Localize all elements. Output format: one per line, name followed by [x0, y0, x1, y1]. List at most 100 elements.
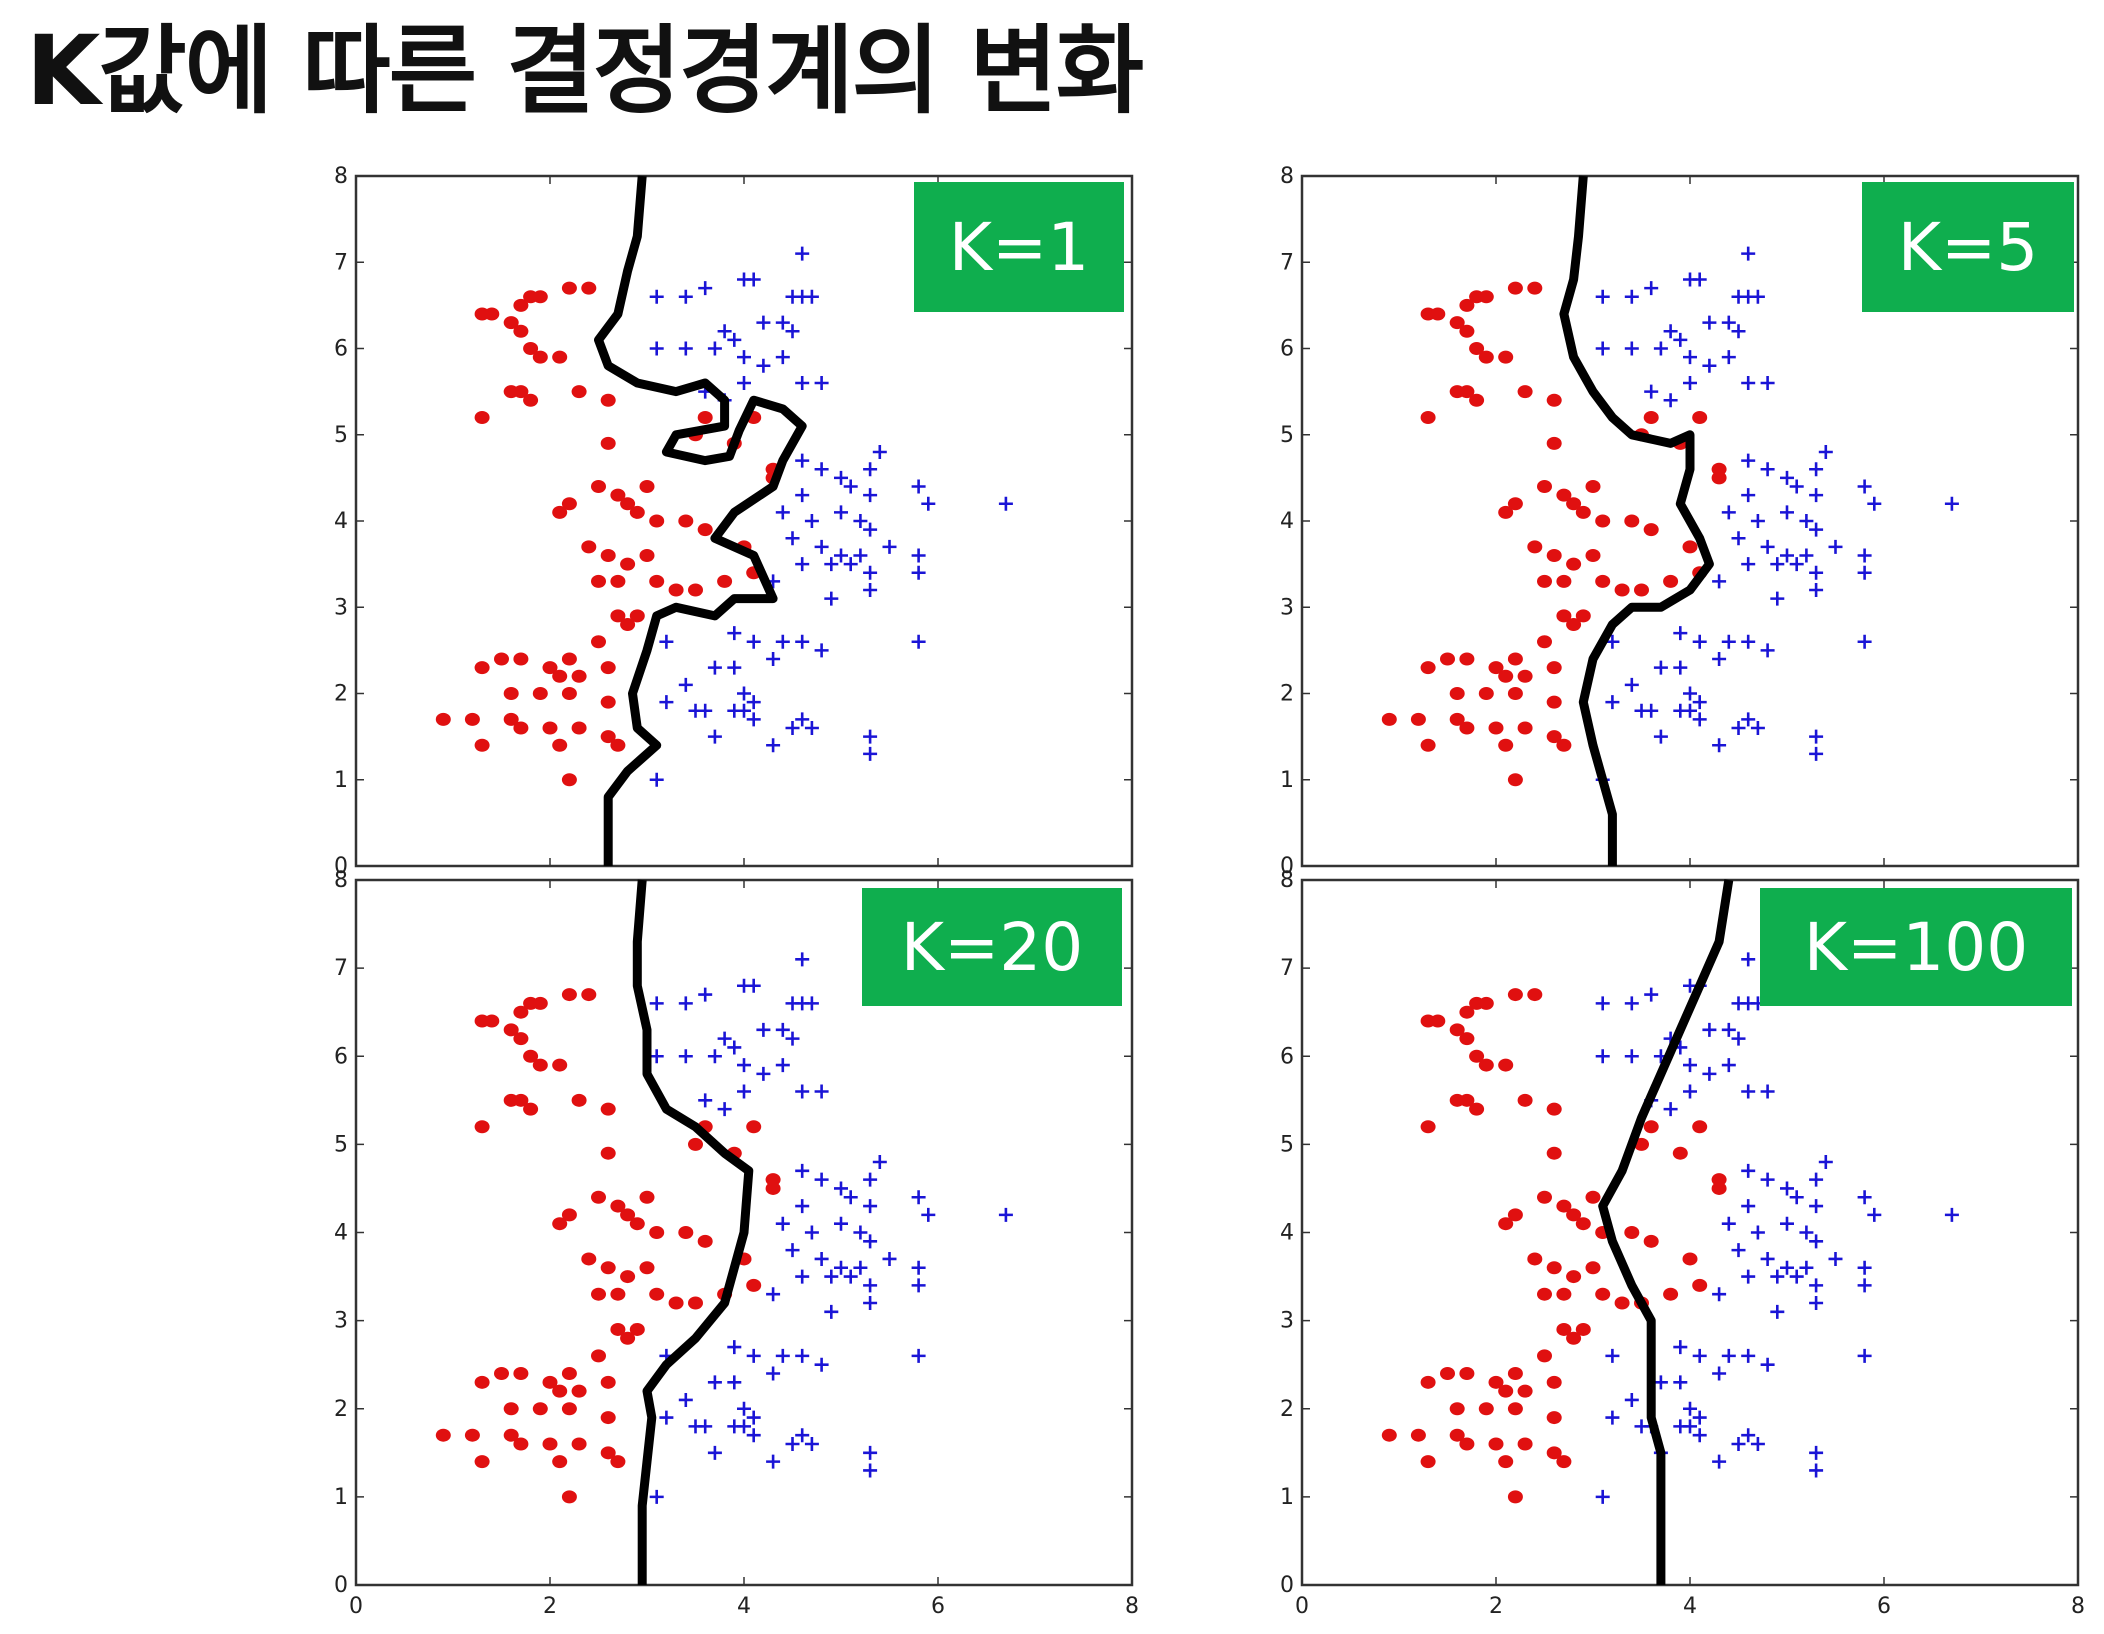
- data-point-plus: [1857, 479, 1872, 494]
- data-point-dot: [649, 514, 665, 528]
- data-point-plus: [775, 505, 790, 520]
- data-point-plus: [1789, 557, 1804, 572]
- data-point-plus: [1828, 539, 1843, 554]
- data-point-dot: [610, 488, 626, 502]
- data-point-dot: [1575, 1322, 1591, 1336]
- data-point-dot: [1459, 652, 1475, 666]
- data-point-plus: [853, 548, 868, 563]
- y-tick-label: 1: [334, 768, 348, 793]
- data-point-dot: [620, 618, 636, 631]
- data-point-dot: [1546, 695, 1562, 709]
- data-point-dot: [1469, 342, 1485, 355]
- data-point-plus: [1750, 721, 1765, 735]
- data-point-dot: [1478, 1402, 1494, 1416]
- x-tick-label: 2: [1489, 1594, 1503, 1619]
- data-point-plus: [727, 1040, 742, 1055]
- data-point-plus: [1605, 1410, 1620, 1425]
- data-point-dot: [1507, 652, 1523, 666]
- data-point-dot: [1498, 505, 1514, 519]
- data-point-plus: [863, 583, 878, 597]
- data-point-dot: [1517, 385, 1533, 399]
- data-point-plus: [775, 1058, 790, 1073]
- data-point-plus: [717, 324, 732, 339]
- data-point-plus: [727, 626, 742, 641]
- data-point-dot: [561, 1367, 577, 1380]
- data-point-plus: [746, 272, 761, 287]
- y-tick-label: 2: [334, 1397, 348, 1422]
- data-point-plus: [1809, 729, 1824, 744]
- data-point-dot: [1449, 1023, 1465, 1037]
- data-point-plus: [1653, 660, 1668, 675]
- data-point-plus: [824, 591, 839, 606]
- y-tick-label: 3: [334, 1309, 348, 1334]
- data-point-dot: [561, 1208, 577, 1222]
- data-point-dot: [1498, 1384, 1514, 1398]
- data-point-dot: [1440, 1367, 1455, 1380]
- data-point-dot: [1440, 652, 1455, 666]
- data-point-dot: [571, 669, 587, 683]
- data-point-dot: [1614, 1296, 1630, 1310]
- data-point-dot: [513, 324, 529, 338]
- data-point-plus: [1624, 996, 1639, 1011]
- data-point-dot: [1672, 1146, 1688, 1160]
- data-point-dot: [1614, 583, 1630, 597]
- data-point-plus: [756, 1066, 771, 1081]
- data-point-plus: [1663, 1102, 1678, 1117]
- data-point-plus: [775, 1216, 790, 1231]
- data-point-plus: [1673, 1375, 1688, 1390]
- data-point-plus: [911, 1278, 926, 1293]
- data-point-dot: [1449, 1402, 1465, 1416]
- y-tick-label: 8: [334, 868, 348, 893]
- data-point-plus: [1683, 350, 1697, 365]
- data-point-plus: [727, 1340, 742, 1355]
- data-point-plus: [911, 548, 926, 563]
- data-point-dot: [591, 574, 606, 588]
- data-point-plus: [1595, 289, 1610, 304]
- data-point-dot: [1682, 1252, 1698, 1266]
- data-point-plus: [678, 1049, 693, 1064]
- data-point-plus: [911, 1348, 926, 1363]
- data-point-plus: [1750, 514, 1765, 528]
- data-point-plus: [1663, 393, 1678, 408]
- data-point-plus: [707, 1049, 722, 1064]
- data-point-plus: [824, 1304, 839, 1319]
- data-point-plus: [1702, 358, 1717, 373]
- data-point-dot: [1498, 350, 1514, 364]
- data-point-plus: [795, 1084, 810, 1099]
- data-point-plus: [717, 1031, 732, 1046]
- y-tick-label: 0: [1280, 1573, 1294, 1598]
- data-point-plus: [1692, 1348, 1707, 1363]
- data-point-plus: [746, 1428, 761, 1443]
- data-point-dot: [1556, 1199, 1572, 1213]
- data-point-plus: [1712, 574, 1727, 589]
- data-point-dot: [1537, 574, 1552, 588]
- data-point-dot: [600, 1446, 616, 1460]
- data-point-dot: [668, 1296, 684, 1310]
- data-point-dot: [532, 1058, 548, 1072]
- data-point-dot: [1507, 687, 1523, 700]
- data-point-plus: [1760, 1251, 1775, 1266]
- data-point-dot: [639, 1190, 655, 1204]
- data-point-dot: [1459, 1005, 1475, 1019]
- data-point-dot: [561, 773, 577, 787]
- data-point-plus: [727, 332, 742, 347]
- decision-boundary-line: [1559, 175, 1714, 866]
- data-point-dot: [1517, 1093, 1533, 1107]
- data-point-plus: [1750, 1225, 1765, 1240]
- data-point-plus: [1809, 1172, 1824, 1187]
- data-point-plus: [834, 505, 848, 520]
- data-point-dot: [542, 661, 558, 675]
- data-point-plus: [766, 738, 781, 753]
- data-point-dot: [649, 574, 665, 588]
- data-point-plus: [1760, 462, 1775, 477]
- data-point-plus: [1721, 1058, 1736, 1073]
- data-point-plus: [795, 1199, 810, 1214]
- data-point-dot: [1381, 712, 1397, 726]
- data-point-plus: [1624, 1049, 1639, 1064]
- data-point-dot: [1410, 1428, 1426, 1442]
- data-point-plus: [1595, 996, 1610, 1011]
- data-point-plus: [1692, 272, 1707, 287]
- data-point-dot: [746, 1278, 762, 1292]
- series-blue-plus: [649, 952, 1013, 1504]
- data-point-dot: [1643, 1120, 1659, 1134]
